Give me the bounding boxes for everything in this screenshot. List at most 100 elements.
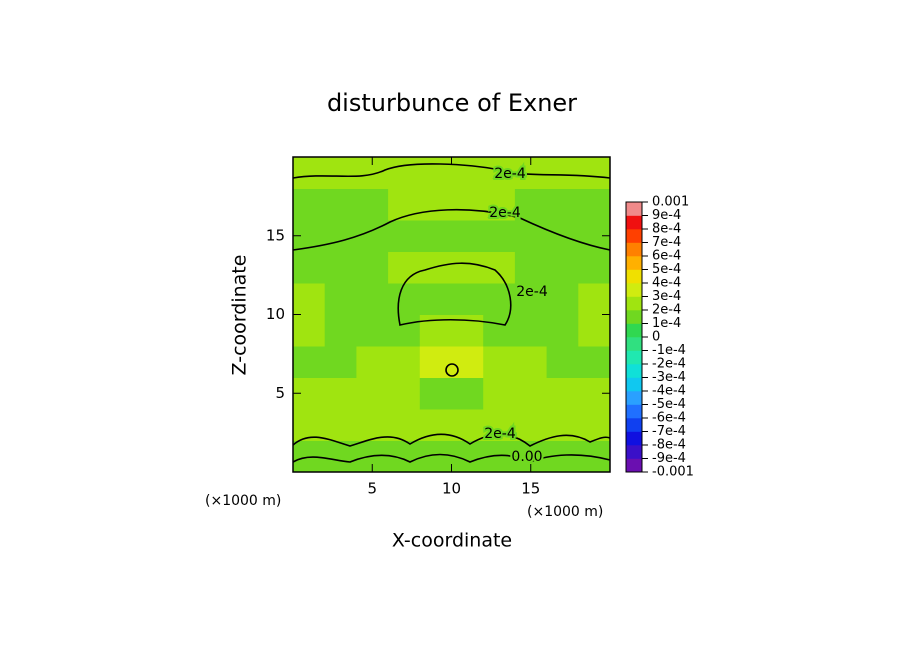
colorbar-swatch [626,242,642,257]
field-cell [578,188,611,221]
x-tick-label: 5 [367,480,377,498]
field-cell [451,377,484,410]
colorbar-swatch [626,256,642,270]
colorbar-label: -0.001 [652,465,694,480]
field-cell [451,283,484,315]
colorbar-swatch [626,296,642,311]
field [293,157,611,473]
field-cell [451,220,484,252]
field-cell [546,314,579,347]
field-cell [578,409,611,441]
field-cell [388,346,421,378]
colorbar-label: -7e-4 [652,424,686,439]
field-cell [388,220,421,252]
contour-line [292,433,611,447]
field-cell [324,314,357,347]
colorbar [626,202,642,473]
y-tick-label: 5 [275,384,285,402]
colorbar-swatch [626,391,642,405]
field-cell [388,283,421,315]
field-cell [514,314,548,347]
colorbar-label: -1e-4 [652,343,686,358]
colorbar-swatch [626,404,642,419]
colorbar-swatch [626,350,642,365]
colorbar-label: -2e-4 [652,357,686,372]
contour-label: 2e-4 [489,205,521,221]
field-cell [546,188,579,221]
field-cell [419,377,452,410]
field-cell [388,409,421,441]
colorbar-label: 2e-4 [652,303,681,318]
field-cell [356,251,389,284]
field-cell [324,220,357,252]
field-cell [514,377,548,410]
x-tick-label: 15 [521,480,540,498]
field-cell [514,409,548,441]
colorbar-label: 9e-4 [652,208,681,223]
field-cell [546,377,579,410]
field-cell [293,283,326,315]
field-cell [293,188,326,221]
colorbar-label: 0.001 [652,195,689,210]
field-cell [324,157,357,189]
colorbar-swatch [626,283,642,297]
colorbar-label: 8e-4 [652,222,681,237]
colorbar-label: -4e-4 [652,384,686,399]
colorbar-swatch [626,364,642,378]
field-cell [356,283,389,315]
field-cell [324,188,357,221]
field-cell [546,251,579,284]
field-cell [324,346,357,378]
field-cell [578,314,611,347]
colorbar-swatch [626,337,642,351]
colorbar-label: 1e-4 [652,316,681,331]
field-cell [419,157,452,189]
field-cell [546,157,579,189]
field-cell [483,220,516,252]
colorbar-swatch [626,269,642,284]
field-cell [324,409,357,441]
field-cell [356,188,389,221]
colorbar-label: -6e-4 [652,411,686,426]
field-cell [578,346,611,378]
field-cell [546,346,579,378]
field-cell [514,346,548,378]
colorbar-swatch [626,458,642,473]
colorbar-swatch [626,377,642,392]
field-cell [578,283,611,315]
x-unit-label: (×1000 m) [527,504,603,520]
field-cell [578,251,611,284]
field-cell [293,346,326,378]
colorbar-swatch [626,310,642,324]
colorbar-label: 7e-4 [652,235,681,250]
field-cell [293,251,326,284]
field-cell [388,157,421,189]
colorbar-label: -3e-4 [652,370,686,385]
field-cell [514,220,548,252]
field-cell [293,157,326,189]
colorbar-label: 6e-4 [652,249,681,264]
colorbar-label: 3e-4 [652,289,681,304]
field-cell [483,314,516,347]
field-cell [356,409,389,441]
contour-line [445,363,459,377]
colorbar-swatch [626,323,642,338]
colorbar-swatch [626,202,642,216]
contour-label: 2e-4 [484,426,516,442]
contour-line [397,262,512,326]
field-cell [514,251,548,284]
y-unit-label: (×1000 m) [205,493,281,509]
colorbar-label: 0 [652,330,660,345]
colorbar-swatch [626,229,642,243]
field-cell [451,188,484,221]
colorbar-swatch [626,431,642,446]
field-cell [451,409,484,441]
field-cell [356,314,389,347]
contours [292,163,611,463]
colorbar-label: -9e-4 [652,451,686,466]
contour-line [292,163,611,179]
y-axis-label: Z-coordinate [229,255,251,376]
field-cell [324,251,357,284]
